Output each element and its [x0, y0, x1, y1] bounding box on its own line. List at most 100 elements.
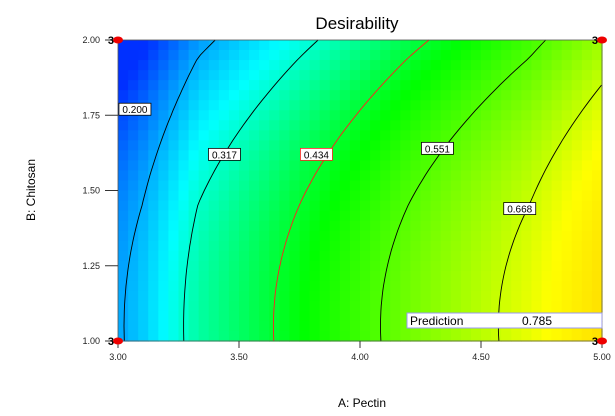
heatmap-cell [309, 320, 321, 332]
heatmap-cell [269, 90, 280, 101]
heatmap-cell [339, 190, 351, 202]
heatmap-cell [360, 210, 371, 222]
heatmap-cell [470, 110, 482, 121]
heatmap-cell [450, 330, 462, 342]
heatmap-cell [329, 240, 341, 252]
heatmap-cell [128, 260, 139, 272]
heatmap-cell [430, 270, 442, 282]
heatmap-cell [289, 270, 301, 282]
heatmap-cell [118, 260, 129, 272]
heatmap-cell [591, 160, 603, 172]
heatmap-cell [279, 290, 291, 302]
heatmap-cell [208, 300, 220, 312]
heatmap-cell [591, 110, 603, 121]
heatmap-cell [481, 100, 492, 111]
heatmap-cell [591, 330, 603, 342]
heatmap-cell [400, 250, 412, 262]
heatmap-cell [370, 150, 381, 161]
heatmap-cell [309, 280, 321, 292]
heatmap-cell [450, 120, 462, 131]
heatmap-cell [470, 120, 482, 131]
heatmap-cell [380, 60, 391, 71]
heatmap-cell [491, 40, 502, 51]
heatmap-cell [158, 90, 170, 101]
heatmap-cell [541, 120, 553, 131]
heatmap-cell [390, 90, 401, 101]
heatmap-cell [128, 240, 139, 252]
heatmap-cell [138, 260, 149, 272]
heatmap-cell [470, 230, 482, 242]
heatmap-cell [501, 90, 512, 101]
heatmap-cell [228, 300, 240, 312]
heatmap-cell [289, 290, 301, 302]
heatmap-cell [249, 150, 260, 161]
heatmap-cell [158, 50, 170, 61]
heatmap-cell [138, 310, 149, 322]
heatmap-cell [581, 270, 593, 282]
heatmap-cell [541, 200, 553, 212]
heatmap-cell [511, 190, 522, 202]
contour-label-text: 0.434 [304, 150, 329, 161]
heatmap-cell [178, 210, 190, 222]
heatmap-cell [249, 190, 260, 202]
heatmap-cell [259, 40, 270, 51]
heatmap-cell [118, 250, 129, 262]
heatmap-cell [460, 130, 472, 141]
heatmap-cell [571, 190, 583, 202]
heatmap-cell [188, 300, 200, 312]
heatmap-cell [319, 120, 331, 131]
heatmap-cell [551, 230, 563, 242]
heatmap-cell [319, 160, 331, 172]
heatmap-cell [309, 330, 321, 342]
heatmap-cell [309, 70, 321, 81]
heatmap-cell [380, 170, 391, 182]
heatmap-cell [370, 310, 381, 322]
heatmap-cell [329, 200, 341, 212]
heatmap-cell [470, 150, 482, 161]
heatmap-cell [208, 40, 220, 51]
heatmap-cell [531, 170, 543, 182]
heatmap-cell [511, 300, 522, 312]
heatmap-cell [491, 50, 502, 61]
heatmap-cell [551, 110, 563, 121]
heatmap-cell [481, 260, 492, 272]
heatmap-cell [198, 40, 210, 51]
heatmap-cell [380, 260, 391, 272]
heatmap-cell [380, 290, 391, 302]
heatmap-cell [360, 290, 371, 302]
heatmap-cell [349, 130, 361, 141]
heatmap-cell [259, 270, 270, 282]
heatmap-cell [319, 190, 331, 202]
heatmap-cell [360, 60, 371, 71]
heatmap-cell [178, 50, 190, 61]
heatmap-cell [329, 260, 341, 272]
heatmap-cell [561, 40, 573, 51]
heatmap-cell [581, 210, 593, 222]
heatmap-cell [279, 260, 291, 272]
heatmap-cell [470, 210, 482, 222]
heatmap-cell [370, 280, 381, 292]
heatmap-cell [400, 280, 412, 292]
heatmap-cell [239, 200, 250, 212]
heatmap-cell [561, 60, 573, 71]
heatmap-cell [349, 200, 361, 212]
heatmap-cell [158, 230, 170, 242]
contour-label: 0.668 [503, 202, 537, 216]
heatmap-cell [470, 180, 482, 192]
heatmap-cell [168, 150, 180, 161]
heatmap-cell [430, 50, 442, 61]
heatmap-cell [178, 170, 190, 182]
heatmap-cell [581, 180, 593, 192]
heatmap-cell [470, 70, 482, 81]
heatmap-cell [420, 100, 432, 111]
heatmap-cell [349, 90, 361, 101]
heatmap-cell [208, 320, 220, 332]
heatmap-cell [329, 280, 341, 292]
heatmap-cell [481, 270, 492, 282]
heatmap-cell [339, 160, 351, 172]
x-tick-label: 4.50 [472, 352, 490, 362]
heatmap-cell [440, 200, 452, 212]
heatmap-cell [249, 160, 260, 172]
heatmap-cell [561, 160, 573, 172]
heatmap-cell [420, 70, 432, 81]
